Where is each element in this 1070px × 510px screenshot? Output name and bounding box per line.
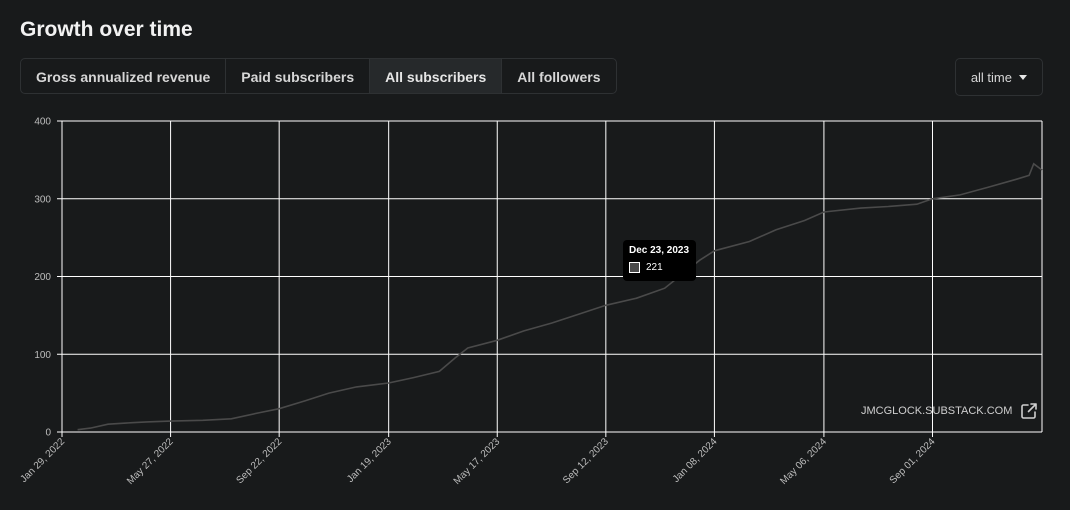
site-link[interactable]: JMCGLOCK.SUBSTACK.COM <box>861 402 1038 420</box>
x-tick-label: Sep 22, 2022 <box>234 436 284 486</box>
metric-tabs: Gross annualized revenue Paid subscriber… <box>20 58 617 94</box>
tab-all-followers[interactable]: All followers <box>517 69 601 85</box>
x-tick-label: May 17, 2023 <box>452 436 503 487</box>
y-axis: 0 100 200 300 400 <box>34 117 51 439</box>
page-title: Growth over time <box>20 18 193 41</box>
y-tick-label: 0 <box>45 428 51 439</box>
tooltip-swatch <box>629 262 640 273</box>
tab-gross-annualized-revenue[interactable]: Gross annualized revenue <box>21 59 227 93</box>
tooltip-value: 221 <box>646 262 663 273</box>
tab-paid-subscribers[interactable]: Paid subscribers <box>226 59 371 93</box>
external-link-icon <box>1021 403 1038 419</box>
y-tick-label: 100 <box>34 350 51 361</box>
chart-tooltip: Dec 23, 2023 221 <box>623 240 696 281</box>
x-tick-label: May 27, 2022 <box>125 436 176 487</box>
y-tick-label: 200 <box>34 272 51 283</box>
tooltip-date: Dec 23, 2023 <box>629 245 690 256</box>
tab-all-subscribers[interactable]: All subscribers <box>370 59 503 93</box>
subscribers-line <box>77 162 1043 431</box>
site-link-label: JMCGLOCK.SUBSTACK.COM <box>861 405 1013 417</box>
y-tick-label: 400 <box>34 117 51 128</box>
x-tick-label: Sep 12, 2023 <box>561 436 611 486</box>
x-tick-label: Jan 19, 2023 <box>345 436 394 485</box>
chart-grid <box>57 120 1043 437</box>
y-tick-label: 300 <box>34 194 51 205</box>
caret-down-icon <box>1019 74 1027 80</box>
time-range-label: all time <box>970 69 1012 85</box>
x-tick-label: Jan 08, 2024 <box>671 436 720 485</box>
x-tick-label: Sep 01, 2024 <box>888 436 938 486</box>
x-axis: Jan 29, 2022 May 27, 2022 Sep 22, 2022 Jan … <box>18 436 937 487</box>
x-tick-label: May 06, 2024 <box>778 436 829 487</box>
time-range-dropdown[interactable]: all time <box>954 58 1043 96</box>
x-tick-label: Jan 29, 2022 <box>18 436 67 485</box>
